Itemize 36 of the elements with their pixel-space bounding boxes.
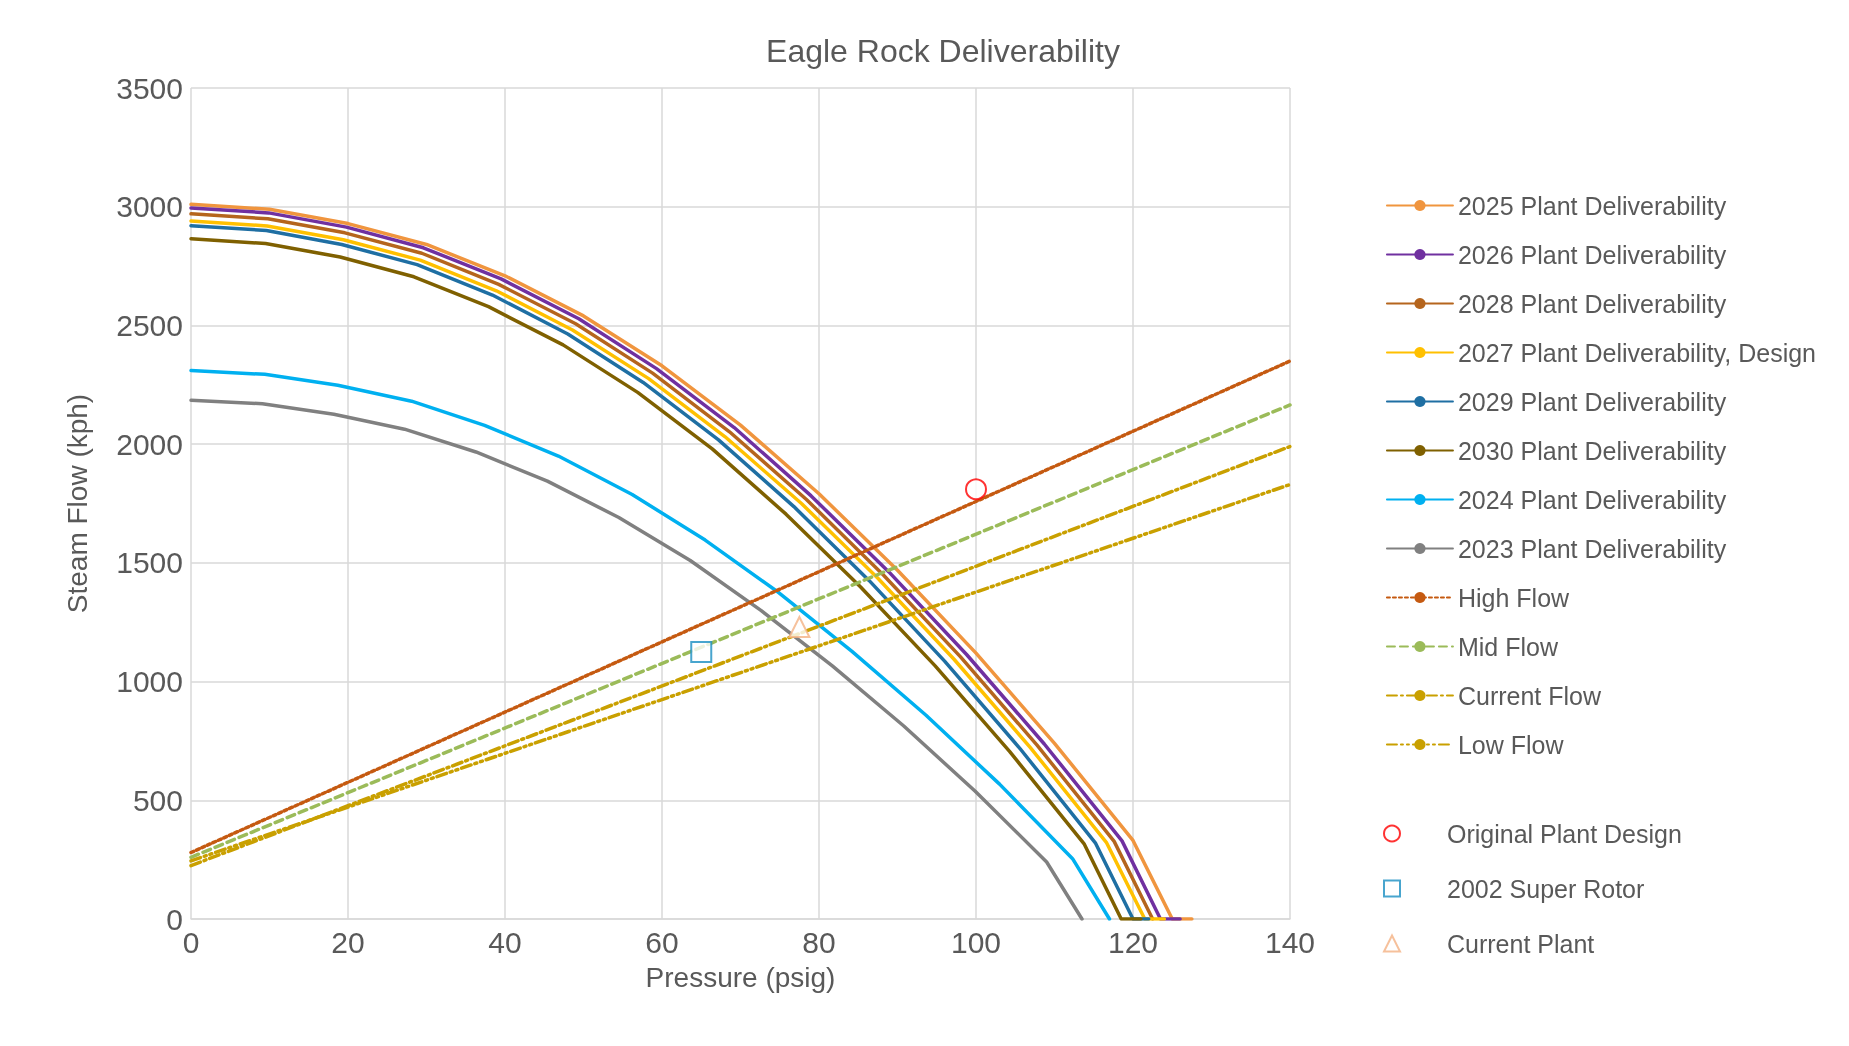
y-tick-label: 500 xyxy=(132,783,183,817)
legend-label: 2023 Plant Deliverability xyxy=(1457,534,1727,563)
chart-title: Eagle Rock Deliverability xyxy=(766,33,1120,69)
legend-label: Low Flow xyxy=(1457,730,1565,759)
legend-label: 2002 Super Rotor xyxy=(1447,874,1645,903)
legend-label: Mid Flow xyxy=(1457,632,1559,661)
y-axis-title: Steam Flow (kph) xyxy=(61,393,93,614)
y-tick-label: 3500 xyxy=(116,71,183,105)
y-tick-label: 2500 xyxy=(116,308,183,342)
point xyxy=(965,478,987,501)
legend-label: 2030 Plant Deliverability xyxy=(1457,436,1727,465)
y-tick-label: 2000 xyxy=(116,427,183,461)
x-tick-label: 80 xyxy=(802,925,836,959)
point xyxy=(690,640,713,663)
legend-label: 2026 Plant Deliverability xyxy=(1457,240,1727,269)
point xyxy=(788,615,811,638)
x-tick-label: 140 xyxy=(1264,925,1316,959)
legend-label: 2029 Plant Deliverability xyxy=(1457,387,1727,416)
y-tick-label: 0 xyxy=(166,902,183,936)
x-tick-label: 60 xyxy=(645,925,679,959)
x-tick-label: 40 xyxy=(488,925,522,959)
x-tick-label: 120 xyxy=(1107,925,1159,959)
y-tick-label: 3000 xyxy=(116,190,183,224)
y-tick-label: 1500 xyxy=(116,546,183,580)
legend-label: 2027 Plant Deliverability, Design xyxy=(1457,338,1817,367)
legend-label: 2028 Plant Deliverability xyxy=(1457,289,1727,318)
y-tick-label: 1000 xyxy=(116,665,183,699)
legend-label: Current Flow xyxy=(1457,681,1602,710)
legend-label: Original Plant Design xyxy=(1447,819,1682,848)
legend-label: Current Plant xyxy=(1447,929,1595,958)
legend-label: 2024 Plant Deliverability xyxy=(1457,485,1727,514)
x-tick-label: 100 xyxy=(950,925,1002,959)
legend-label: 2025 Plant Deliverability xyxy=(1457,191,1727,220)
x-tick-label: 20 xyxy=(331,925,365,959)
legend-label: High Flow xyxy=(1457,583,1571,612)
x-axis-title: Pressure (psig) xyxy=(645,961,836,993)
